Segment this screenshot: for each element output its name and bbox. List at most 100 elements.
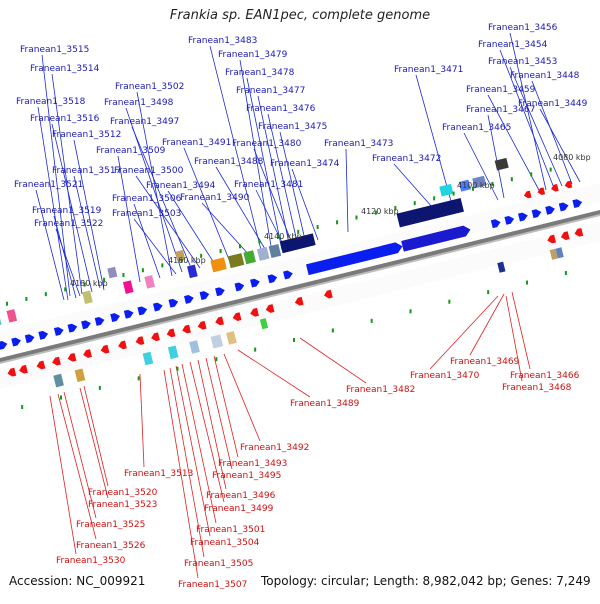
tick-marker — [122, 272, 125, 277]
forward-gene-label: Franean1_3448 — [510, 71, 580, 81]
backbone-line — [0, 209, 600, 363]
reverse-gene-arrow-shape — [135, 336, 145, 345]
reverse-gene-label: Franean1_3525 — [76, 520, 145, 530]
forward-gene-arrow — [490, 219, 501, 229]
forward-gene-leader — [487, 114, 505, 199]
reverse-gene-label: Franean1_3492 — [240, 443, 309, 453]
forward-gene-leader — [183, 147, 231, 263]
forward-gene-label: Franean1_3497 — [110, 117, 179, 127]
topology-text: Topology: circular; Length: 8,982,042 bp… — [261, 574, 591, 588]
domain-block-shape — [167, 345, 179, 360]
forward-gene-label: Franean1_3478 — [225, 68, 295, 78]
forward-gene-arrow-shape — [215, 287, 225, 297]
reverse-gene-arrow-shape — [36, 360, 46, 370]
domain-block-shape — [187, 264, 198, 279]
tick-marker — [141, 268, 144, 273]
reverse-gene-arrow — [182, 324, 191, 334]
tick-marker — [355, 215, 358, 220]
reverse-gene-label: Franean1_3530 — [56, 556, 126, 566]
forward-gene-arrow-shape — [504, 215, 515, 225]
forward-gene-arrow — [531, 209, 542, 219]
tick-marker — [394, 205, 397, 210]
tick-marker — [471, 186, 474, 191]
domain-block — [396, 197, 464, 228]
tick-marker — [59, 395, 62, 400]
reverse-gene-leader — [79, 387, 109, 499]
forward-gene-leader — [51, 73, 83, 295]
forward-gene-leader — [267, 113, 299, 247]
reverse-gene-leader — [299, 337, 367, 384]
gene-labels: Franean1_3515 Franean1_3514 Franean1_3518 F… — [14, 23, 588, 590]
forward-gene-leader — [253, 148, 295, 249]
reverse-gene-arrow-shape — [232, 312, 242, 321]
reverse-gene-leader — [163, 369, 199, 579]
scale-label: 4120 kbp — [361, 207, 399, 216]
reverse-gene-leader — [189, 361, 225, 503]
domain-block-shape — [227, 253, 245, 269]
forward-gene-leader — [133, 218, 177, 275]
reverse-gene-arrow — [537, 187, 546, 195]
domain-block-shape — [458, 179, 471, 192]
forward-gene-leader — [167, 190, 217, 267]
domain-block-shape — [210, 257, 227, 273]
tick-marker — [200, 253, 203, 258]
tick-marker — [180, 258, 183, 263]
reverse-gene-label: Franean1_3513 — [124, 469, 193, 479]
forward-gene-leader — [55, 228, 81, 297]
forward-gene-label: Franean1_3509 — [96, 146, 166, 156]
domain-block-shape — [259, 318, 269, 330]
forward-gene-label: Franean1_3503 — [112, 209, 181, 219]
reverse-gene-leader — [197, 359, 227, 490]
forward-gene-leader — [201, 202, 251, 257]
scale-label: 4180 kbp — [70, 279, 108, 288]
forward-gene-arrow — [123, 309, 134, 319]
tick-marker — [25, 296, 28, 301]
reverse-gene-arrow — [151, 332, 160, 342]
forward-gene-label: Franean1_3474 — [270, 159, 340, 169]
reverse-gene-arrow-shape — [323, 289, 333, 299]
domain-block — [142, 351, 154, 366]
scale-label: 4140 kbp — [264, 232, 302, 241]
domain-block — [175, 249, 186, 262]
forward-gene-block-shape — [306, 242, 403, 276]
tick-marker — [297, 229, 300, 234]
tick-marker — [254, 347, 257, 352]
tick-marker — [413, 201, 416, 206]
forward-gene-arrow — [504, 215, 515, 225]
domain-block — [74, 368, 86, 383]
tick-marker — [238, 244, 241, 249]
tick-marker — [448, 299, 451, 304]
forward-gene-arrow-shape — [545, 205, 555, 215]
domain-block-shape — [144, 275, 155, 289]
reverse-gene-label: Franean1_3468 — [502, 383, 572, 393]
forward-gene-arrow-shape — [267, 274, 278, 284]
reverse-gene-label: Franean1_3493 — [218, 459, 287, 469]
reverse-gene-leader — [205, 357, 233, 470]
domain-block — [226, 331, 237, 345]
tick-marker — [176, 366, 179, 371]
reverse-gene-arrow — [67, 352, 77, 362]
domain-block-shape — [256, 246, 270, 261]
reverse-gene-leader — [237, 349, 311, 398]
forward-gene-arrow-shape — [558, 202, 569, 212]
domain-block-shape — [243, 250, 256, 265]
reverse-gene-arrow-shape — [265, 304, 275, 313]
domain-block — [144, 275, 155, 289]
reverse-gene-arrow — [7, 367, 17, 377]
reverse-gene-leader — [139, 373, 145, 468]
domain-block-shape — [107, 266, 118, 279]
reverse-gene-leader — [429, 295, 499, 370]
reverse-gene-arrow — [19, 364, 28, 374]
reverse-gene-arrow — [166, 328, 176, 338]
forward-gene-label: Franean1_3502 — [115, 82, 184, 92]
map-title: Frankia sp. EAN1pec, complete genome — [169, 8, 431, 23]
forward-gene-arrow — [24, 334, 35, 344]
reverse-gene-arrow — [197, 320, 207, 330]
forward-gene-leader — [509, 32, 547, 191]
forward-gene-label: Franean1_3453 — [488, 57, 557, 67]
forward-gene-arrow — [184, 294, 194, 304]
forward-gene-label: Franean1_3491 — [162, 138, 231, 148]
domain-block-shape — [74, 368, 86, 383]
reverse-gene-arrow-shape — [118, 340, 127, 350]
